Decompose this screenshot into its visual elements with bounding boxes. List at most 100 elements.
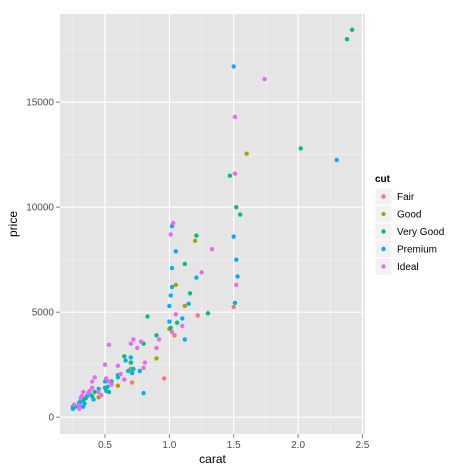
x-axis-ticks: 0.5 1.0 1.5 2.0 2.5 bbox=[98, 434, 370, 451]
data-point bbox=[173, 282, 178, 288]
data-point bbox=[344, 37, 350, 42]
data-point bbox=[128, 355, 133, 360]
data-point bbox=[195, 313, 200, 318]
data-point bbox=[231, 304, 236, 310]
data-point bbox=[154, 333, 159, 338]
data-point bbox=[169, 329, 175, 335]
data-point bbox=[174, 320, 180, 325]
x-tick-label: 0.5 bbox=[98, 440, 112, 451]
data-point bbox=[92, 389, 97, 395]
legend-swatch bbox=[381, 211, 386, 217]
data-point bbox=[129, 370, 135, 376]
data-point bbox=[72, 402, 77, 407]
data-point bbox=[173, 249, 178, 254]
data-point bbox=[235, 274, 240, 279]
data-point bbox=[91, 397, 96, 402]
data-point bbox=[199, 270, 204, 275]
data-point bbox=[123, 358, 128, 363]
data-point bbox=[187, 291, 193, 296]
y-tick-label: 0 bbox=[48, 413, 54, 424]
legend-label: Fair bbox=[397, 192, 415, 203]
y-axis-title: price bbox=[6, 211, 20, 237]
data-point bbox=[172, 333, 177, 338]
data-point bbox=[156, 337, 162, 342]
data-point bbox=[234, 205, 239, 210]
data-point bbox=[129, 380, 135, 385]
x-tick-label: 2.0 bbox=[291, 440, 305, 451]
data-point bbox=[168, 232, 173, 237]
data-point bbox=[349, 27, 355, 32]
data-point bbox=[141, 390, 146, 396]
data-point bbox=[104, 388, 109, 394]
data-point bbox=[232, 114, 238, 120]
data-point bbox=[154, 356, 159, 361]
data-point bbox=[192, 238, 198, 243]
legend-label: Good bbox=[397, 210, 421, 221]
data-point bbox=[182, 261, 187, 267]
data-point bbox=[115, 363, 121, 368]
data-point bbox=[232, 300, 238, 305]
data-point bbox=[70, 406, 76, 411]
legend-label: Ideal bbox=[397, 262, 419, 273]
data-point bbox=[169, 265, 175, 271]
data-point bbox=[194, 233, 199, 238]
data-point bbox=[182, 303, 187, 309]
data-point bbox=[141, 365, 146, 371]
x-axis-title: carat bbox=[199, 452, 226, 466]
x-tick-label: 1.0 bbox=[162, 440, 176, 451]
data-point bbox=[118, 371, 123, 377]
data-point bbox=[90, 385, 95, 390]
data-point bbox=[167, 303, 172, 309]
data-point bbox=[109, 382, 114, 387]
legend-label: Premium bbox=[397, 245, 437, 256]
data-point bbox=[168, 293, 173, 298]
legend-swatch bbox=[381, 264, 386, 269]
data-point bbox=[167, 319, 172, 324]
legend-title: cut bbox=[375, 174, 391, 185]
data-point bbox=[106, 342, 112, 347]
data-points bbox=[70, 27, 355, 411]
y-tick-label: 15000 bbox=[26, 98, 54, 109]
x-tick-label: 2.5 bbox=[355, 440, 369, 451]
data-point bbox=[234, 282, 239, 288]
data-point bbox=[92, 375, 97, 380]
data-point bbox=[115, 383, 121, 388]
data-point bbox=[298, 146, 303, 151]
data-point bbox=[262, 76, 267, 82]
data-point bbox=[131, 337, 136, 342]
legend-items: Fair Good Very Good Premium Ideal bbox=[374, 187, 444, 276]
data-point bbox=[169, 284, 175, 290]
data-point bbox=[194, 275, 199, 280]
data-point bbox=[162, 376, 167, 381]
data-point bbox=[128, 341, 133, 346]
data-point bbox=[186, 301, 191, 306]
data-point bbox=[102, 362, 108, 367]
y-axis-ticks: 0 5000 10000 15000 bbox=[26, 98, 60, 424]
data-point bbox=[122, 377, 127, 382]
data-point bbox=[171, 220, 176, 226]
data-point bbox=[135, 345, 140, 351]
data-point bbox=[168, 325, 173, 331]
data-point bbox=[79, 394, 85, 399]
data-point bbox=[104, 376, 109, 381]
data-point bbox=[138, 339, 144, 344]
x-tick-label: 1.5 bbox=[227, 440, 241, 451]
data-point bbox=[126, 368, 131, 374]
data-point bbox=[131, 366, 136, 372]
data-point bbox=[232, 171, 238, 176]
data-point bbox=[99, 392, 104, 398]
data-point bbox=[96, 389, 101, 395]
legend-swatch bbox=[381, 229, 386, 234]
data-point bbox=[142, 360, 148, 365]
data-point bbox=[122, 354, 127, 359]
data-point bbox=[87, 388, 92, 394]
legend: cut Fair Good Very Good Premium Ideal bbox=[374, 174, 444, 276]
grid-minor bbox=[60, 14, 365, 434]
data-point bbox=[128, 360, 133, 365]
data-point bbox=[180, 316, 185, 321]
data-point bbox=[137, 368, 142, 374]
data-point bbox=[145, 314, 150, 319]
data-point bbox=[173, 312, 178, 317]
data-point bbox=[231, 64, 236, 69]
